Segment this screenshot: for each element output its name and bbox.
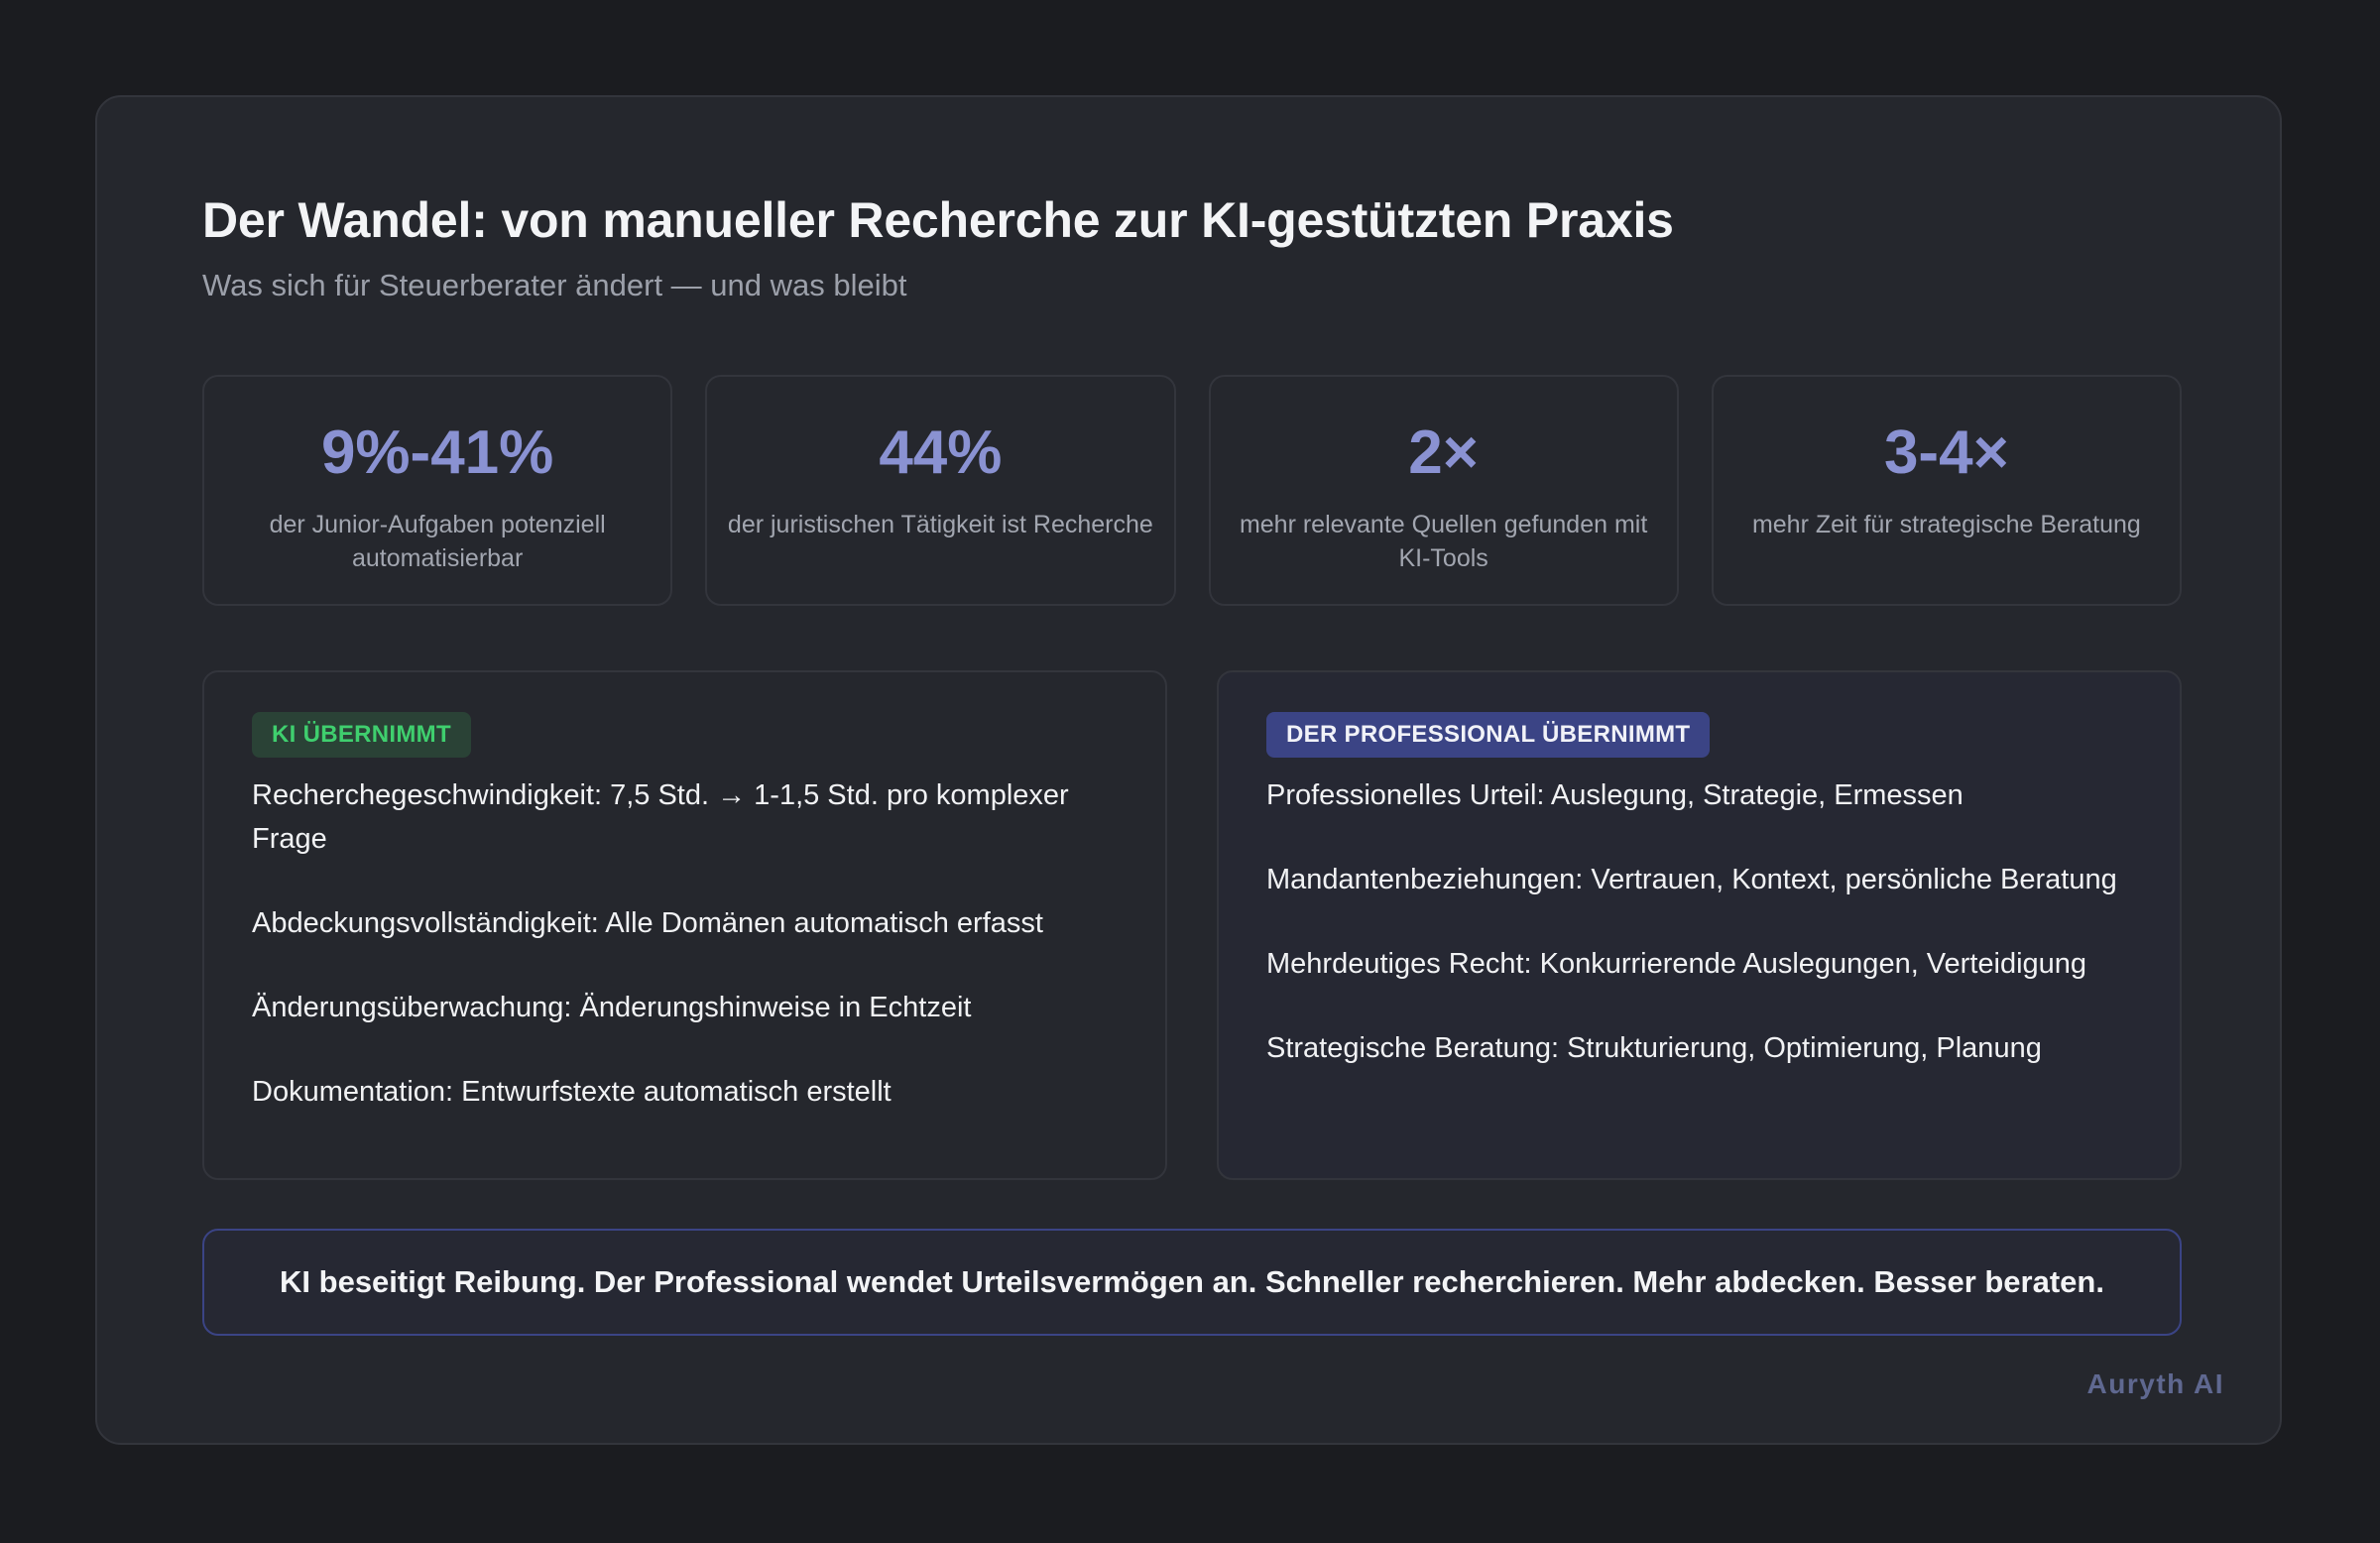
stat-card-strategy-time: 3-4× mehr Zeit für strategische Beratung bbox=[1711, 375, 2182, 606]
stats-row: 9%-41% der Junior-Aufgaben potenziell au… bbox=[202, 375, 2182, 606]
ai-task-list: Recherchegeschwindigkeit: 7,5 Std. → 1-1… bbox=[252, 773, 1118, 1114]
list-item: Dokumentation: Entwurfstexte automatisch… bbox=[252, 1076, 892, 1108]
stat-card-junior-tasks: 9%-41% der Junior-Aufgaben potenziell au… bbox=[202, 375, 673, 606]
list-item: Recherchegeschwindigkeit: 7,5 Std. → 1-1… bbox=[252, 779, 1069, 855]
stat-label: mehr relevante Quellen gefunden mit KI-T… bbox=[1239, 511, 1648, 572]
list-item: Änderungsüberwachung: Änderungshinweise … bbox=[252, 992, 972, 1023]
list-item: Abdeckungsvollständigkeit: Alle Domänen … bbox=[252, 907, 1043, 939]
list-item: Mandantenbeziehungen: Vertrauen, Kontext… bbox=[1266, 864, 2117, 895]
ai-badge: KI ÜBERNIMMT bbox=[252, 712, 471, 758]
summary-text: KI beseitigt Reibung. Der Professional w… bbox=[280, 1264, 2104, 1299]
list-item: Strategische Beratung: Strukturierung, O… bbox=[1266, 1032, 2042, 1064]
brand-logo-text: Auryth AI bbox=[2086, 1368, 2224, 1399]
stat-value: 3-4× bbox=[1883, 418, 2009, 487]
stat-card-research-share: 44% der juristischen Tätigkeit ist Reche… bbox=[705, 375, 1176, 606]
list-item: Mehrdeutiges Recht: Konkurrierende Ausle… bbox=[1266, 948, 2087, 980]
stat-value: 44% bbox=[879, 418, 1003, 487]
stat-value: 9%-41% bbox=[320, 418, 554, 487]
professional-badge: DER PROFESSIONAL ÜBERNIMMT bbox=[1266, 712, 1711, 758]
list-item: Professionelles Urteil: Auslegung, Strat… bbox=[1266, 779, 1964, 811]
panel-ai-takes-over: KI ÜBERNIMMT Recherchegeschwindigkeit: 7… bbox=[202, 670, 1167, 1180]
comparison-panels: KI ÜBERNIMMT Recherchegeschwindigkeit: 7… bbox=[202, 670, 2182, 1180]
infographic-card: Der Wandel: von manueller Recherche zur … bbox=[95, 95, 2282, 1445]
professional-task-list: Professionelles Urteil: Auslegung, Strat… bbox=[1266, 773, 2132, 1070]
page-title: Der Wandel: von manueller Recherche zur … bbox=[202, 192, 1674, 248]
page-subtitle: Was sich für Steuerberater ändert — und … bbox=[202, 268, 907, 302]
stat-label: der juristischen Tätigkeit ist Recherche bbox=[727, 511, 1153, 538]
stat-label: der Junior-Aufgaben potenziell automatis… bbox=[269, 511, 606, 572]
summary-banner: KI beseitigt Reibung. Der Professional w… bbox=[202, 1229, 2182, 1336]
stat-label: mehr Zeit für strategische Beratung bbox=[1751, 511, 2141, 538]
stat-card-sources: 2× mehr relevante Quellen gefunden mit K… bbox=[1208, 375, 1679, 606]
panel-professional-takes-over: DER PROFESSIONAL ÜBERNIMMT Professionell… bbox=[1217, 670, 2182, 1180]
stat-value: 2× bbox=[1408, 418, 1479, 487]
